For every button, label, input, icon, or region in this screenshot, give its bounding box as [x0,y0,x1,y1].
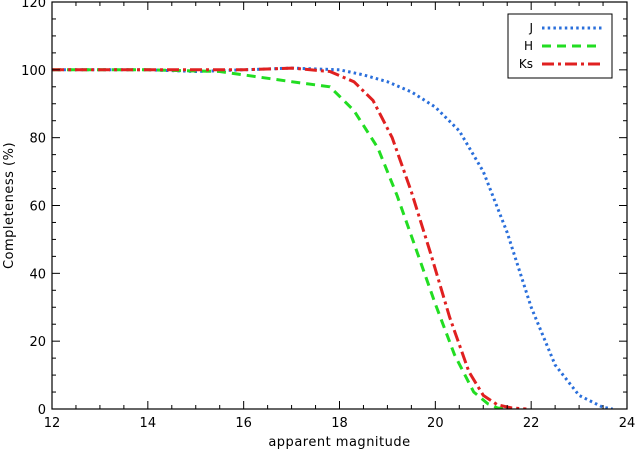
series-line-h [52,68,508,409]
y-tick-label: 60 [29,200,46,215]
x-tick-label: 22 [523,416,540,431]
x-tick-label: 16 [235,416,252,431]
axes: 12 14 16 18 20 22 24 0 20 40 60 80 100 120 [21,0,635,431]
legend-label-ks: Ks [519,57,533,71]
y-tick-label: 40 [29,267,46,282]
y-tick-label: 20 [29,335,46,350]
legend-label-j: J [528,21,533,35]
y-tick-label: 0 [38,403,46,418]
legend: JH Ks [507,13,613,79]
x-tick-label: 18 [331,416,348,431]
plot-area [52,66,613,409]
x-tick-label: 12 [44,416,61,431]
y-tick-label: 100 [21,64,46,79]
y-tick-label: 80 [29,132,46,147]
x-tick-label: 14 [140,416,157,431]
x-axis-title: apparent magnitude [268,435,410,450]
x-tick-label: 20 [427,416,444,431]
series-line-ks [52,66,527,409]
legend-label-h: H [524,39,533,53]
y-tick-label: 120 [21,0,46,11]
series-line-j [52,66,613,409]
x-tick-label: 24 [619,416,636,431]
y-axis-title: Completeness (%) [2,142,17,269]
